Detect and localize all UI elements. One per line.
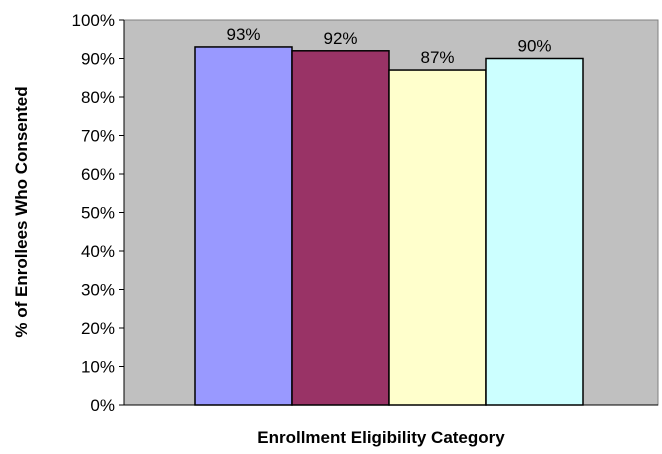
y-tick-label: 20% <box>81 319 115 338</box>
y-tick-label: 100% <box>72 11 115 30</box>
y-tick-label: 40% <box>81 242 115 261</box>
y-axis: 0% 10% 20% 30% 40% 50% 60% 70% 80% 90% 100% <box>72 11 658 415</box>
bars <box>194 46 584 406</box>
data-labels: 93% 92% 87% 90% <box>226 25 551 67</box>
y-tick-label: 90% <box>81 50 115 69</box>
bar-2 <box>291 50 390 406</box>
y-tick-label: 60% <box>81 165 115 184</box>
bar-data-label: 93% <box>226 25 260 44</box>
bar-4 <box>485 57 584 406</box>
y-tick-label: 80% <box>81 88 115 107</box>
y-tick-label: 50% <box>81 204 115 223</box>
y-tick-label: 0% <box>90 396 115 415</box>
bar-3 <box>388 69 487 406</box>
y-tick-label: 10% <box>81 358 115 377</box>
bar-data-label: 92% <box>323 29 357 48</box>
y-axis-title: % of Enrollees Who Consented <box>12 86 31 337</box>
bar-data-label: 87% <box>420 48 454 67</box>
y-tick-label: 70% <box>81 127 115 146</box>
y-tick-label: 30% <box>81 281 115 300</box>
bar-data-label: 90% <box>517 37 551 56</box>
bar-1 <box>194 46 293 406</box>
x-axis-title: Enrollment Eligibility Category <box>257 428 505 447</box>
